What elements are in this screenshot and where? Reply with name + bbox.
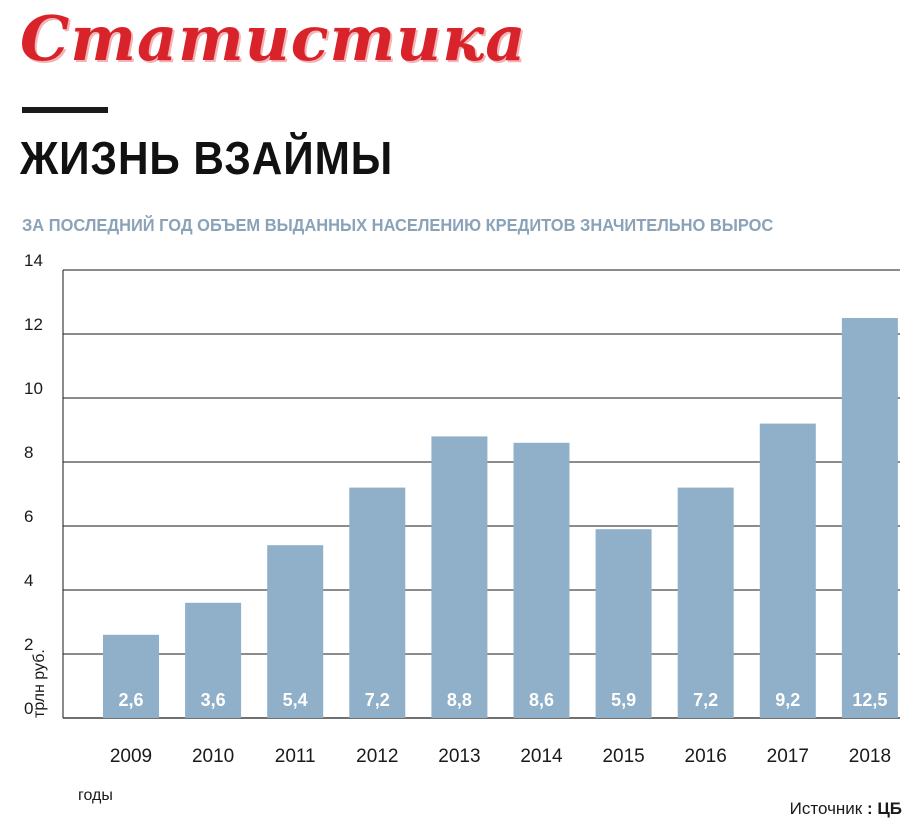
- bar-2017: [759, 423, 816, 718]
- data-label-2009: 2,6: [118, 690, 143, 710]
- x-tick-label: 2016: [685, 746, 727, 767]
- x-tick-label: 2013: [438, 746, 480, 767]
- source-separator: :: [862, 799, 878, 818]
- bar-2014: [513, 442, 570, 718]
- y-tick-label: 10: [24, 379, 43, 398]
- data-label-2016: 7,2: [693, 690, 718, 710]
- data-label-2010: 3,6: [201, 690, 226, 710]
- x-tick-label: 2017: [767, 746, 809, 767]
- logo-statistika: Статистика: [20, 2, 527, 75]
- x-axis-categories: 2009 2010 2011 2012 2013 2014 2015 2016 2017 2018: [110, 746, 891, 767]
- bar-2016: [677, 487, 734, 718]
- data-label-2014: 8,6: [529, 690, 554, 710]
- data-label-2018: 12,5: [852, 690, 887, 710]
- x-tick-label: 2015: [602, 746, 644, 767]
- y-axis-ticks: 0 2 4 6 8 10 12 14: [24, 251, 43, 718]
- data-label-2012: 7,2: [365, 690, 390, 710]
- x-tick-label: 2010: [192, 746, 234, 767]
- y-tick-label: 4: [24, 571, 33, 590]
- bars: [103, 318, 898, 718]
- y-axis-label: трлн руб.: [31, 649, 48, 718]
- x-tick-label: 2009: [110, 746, 152, 767]
- bar-2015: [595, 529, 652, 718]
- bar-2009: [103, 634, 159, 718]
- y-tick-label: 14: [24, 251, 43, 270]
- data-label-2017: 9,2: [775, 690, 800, 710]
- bar-2011: [267, 545, 324, 718]
- y-tick-label: 0: [24, 699, 33, 718]
- source-note: Источник : ЦБ: [790, 799, 902, 819]
- x-tick-label: 2018: [849, 746, 891, 767]
- bar-2013: [431, 436, 488, 718]
- chart-title: ЖИЗНЬ ВЗАЙМЫ: [20, 132, 394, 184]
- y-tick-label: 2: [24, 635, 33, 654]
- y-tick-label: 12: [24, 315, 43, 334]
- data-label-2011: 5,4: [283, 690, 308, 710]
- x-tick-label: 2011: [275, 746, 316, 767]
- data-label-2013: 8,8: [447, 690, 472, 710]
- bar-2018: [841, 318, 898, 718]
- bar-2010: [185, 602, 242, 718]
- data-label-2015: 5,9: [611, 690, 636, 710]
- x-axis-label: годы: [78, 787, 113, 804]
- source-value: ЦБ: [877, 799, 902, 818]
- data-labels: 2,6 3,6 5,4 7,2 8,8 8,6 5,9 7,2 9,2 12,5: [118, 690, 887, 710]
- x-tick-label: 2012: [356, 746, 398, 767]
- chart-subtitle: ЗА ПОСЛЕДНИЙ ГОД ОБЪЕМ ВЫДАННЫХ НАСЕЛЕНИ…: [22, 215, 774, 235]
- y-tick-label: 6: [24, 507, 33, 526]
- x-tick-label: 2014: [520, 746, 563, 767]
- y-tick-label: 8: [24, 443, 33, 462]
- bar-2012: [349, 487, 406, 718]
- logo-underline-rule: [22, 107, 108, 113]
- source-label: Источник: [789, 799, 863, 818]
